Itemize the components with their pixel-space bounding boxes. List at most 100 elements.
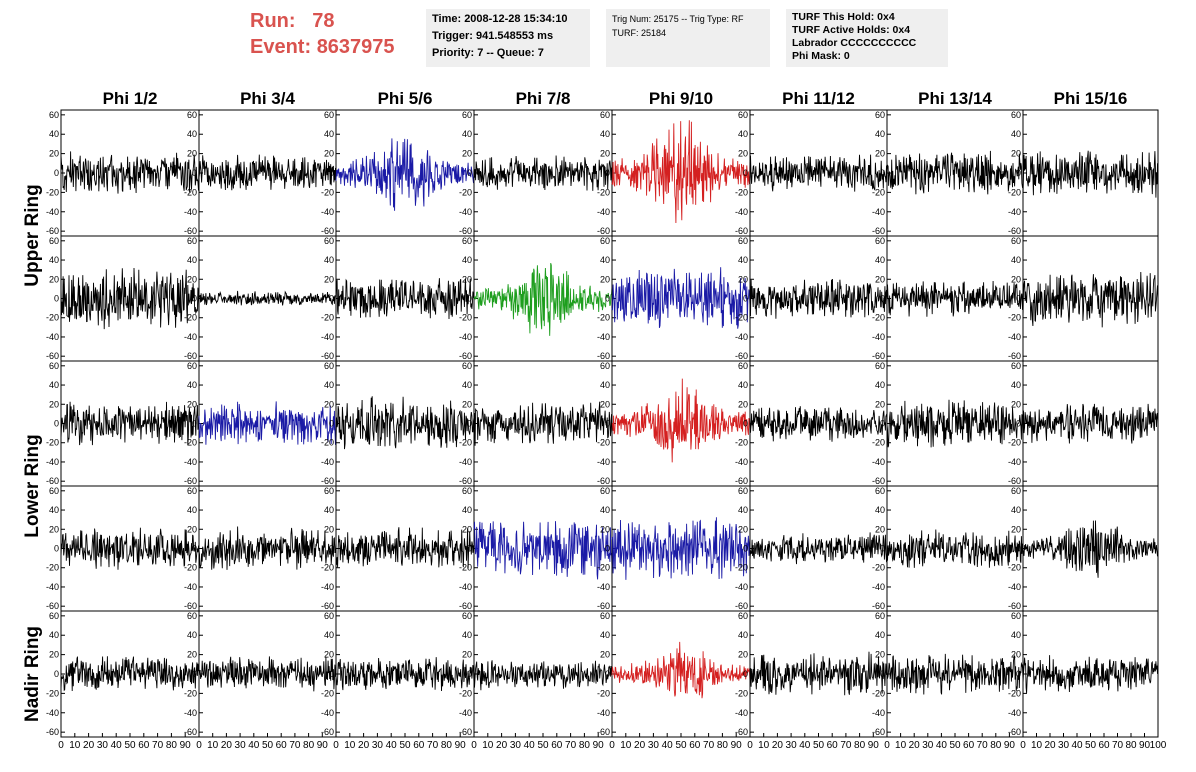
- x-tick-label-c8-30: 30: [1058, 740, 1070, 751]
- y-tick-label-r2-c4-0: 0: [467, 294, 472, 304]
- row-group-label-1: Upper Ring: [22, 184, 43, 286]
- y-tick-label-r4-c7-60: 60: [875, 486, 885, 496]
- y-tick-label-r4-c6--40: -40: [735, 582, 748, 592]
- y-tick-label-r1-c6--40: -40: [735, 207, 748, 217]
- y-tick-label-r4-c7--40: -40: [872, 582, 885, 592]
- y-tick-label-r2-c2-20: 20: [187, 274, 197, 284]
- x-tick-label-c3-30: 30: [372, 740, 384, 751]
- x-tick-label-c7-30: 30: [922, 740, 934, 751]
- y-tick-label-r3-c2-20: 20: [187, 399, 197, 409]
- y-tick-label-r3-c3-20: 20: [324, 399, 334, 409]
- x-tick-label-c5-40: 40: [662, 740, 674, 751]
- x-tick-label-c7-10: 10: [895, 740, 907, 751]
- waveform-trace-r2-c7: [886, 280, 1024, 317]
- y-tick-label-r4-c1-40: 40: [49, 505, 59, 515]
- x-tick-label-c1-80: 80: [166, 740, 178, 751]
- y-tick-label-r1-c6-60: 60: [738, 110, 748, 120]
- y-tick-label-r4-c5--40: -40: [597, 582, 610, 592]
- y-tick-label-r3-c6-40: 40: [738, 380, 748, 390]
- y-tick-label-r2-c7-60: 60: [875, 236, 885, 246]
- y-tick-label-r2-c3--20: -20: [321, 313, 334, 323]
- y-tick-label-r2-c7-0: 0: [880, 294, 885, 304]
- waveform-trace-r3-c1: [60, 401, 200, 446]
- y-tick-label-r1-c5--20: -20: [597, 187, 610, 197]
- y-tick-label-r4-c1-0: 0: [54, 544, 59, 554]
- y-tick-label-r4-c6--20: -20: [735, 563, 748, 573]
- event-value: 8637975: [316, 36, 395, 58]
- y-tick-label-r5-c5--20: -20: [597, 688, 610, 698]
- y-tick-label-r5-c1--20: -20: [46, 688, 59, 698]
- y-tick-label-r2-c8-40: 40: [1011, 255, 1021, 265]
- waveform-trace-r5-c1: [60, 656, 200, 692]
- y-tick-label-r1-c8-40: 40: [1011, 129, 1021, 139]
- y-tick-label-r1-c8-20: 20: [1011, 149, 1021, 159]
- y-tick-label-r1-c1--40: -40: [46, 207, 59, 217]
- y-tick-label-r5-c6--20: -20: [735, 688, 748, 698]
- y-tick-label-r5-c4-40: 40: [462, 630, 472, 640]
- column-header-5: Phi 9/10: [649, 89, 713, 108]
- y-tick-label-r2-c4--40: -40: [459, 332, 472, 342]
- y-tick-label-r3-c2--40: -40: [184, 457, 197, 467]
- y-tick-label-r3-c5-40: 40: [600, 380, 610, 390]
- x-tick-label-c4-10: 10: [482, 740, 494, 751]
- x-tick-label-c3-90: 90: [455, 740, 467, 751]
- y-tick-label-r5-c4--20: -20: [459, 688, 472, 698]
- y-tick-label-r4-c3-40: 40: [324, 505, 334, 515]
- event-label: Event:: [250, 36, 312, 58]
- y-tick-label-r3-c5--60: -60: [597, 476, 610, 486]
- x-tick-label-c8-20: 20: [1044, 740, 1056, 751]
- y-tick-label-r1-c4-40: 40: [462, 129, 472, 139]
- run-row: Run: 78: [250, 8, 395, 34]
- waveform-trace-r1-c2: [198, 154, 337, 191]
- y-tick-label-r3-c8-20: 20: [1011, 399, 1021, 409]
- x-tick-label-c1-50: 50: [124, 740, 136, 751]
- x-tick-label-c7-90: 90: [1004, 740, 1016, 751]
- y-tick-label-r5-c7-20: 20: [875, 650, 885, 660]
- y-tick-label-r1-c2--20: -20: [184, 187, 197, 197]
- y-tick-label-r5-c4-20: 20: [462, 650, 472, 660]
- y-tick-label-r1-c7-40: 40: [875, 129, 885, 139]
- y-tick-label-r1-c5-60: 60: [600, 110, 610, 120]
- waveform-trace-r5-c2: [198, 656, 337, 692]
- y-tick-label-r2-c6-20: 20: [738, 274, 748, 284]
- waveform-trace-r5-c8: [1022, 655, 1159, 694]
- y-tick-label-r4-c4-0: 0: [467, 544, 472, 554]
- y-tick-label-r2-c8--60: -60: [1008, 351, 1021, 361]
- x-tick-label-c7-70: 70: [977, 740, 989, 751]
- y-tick-label-r3-c6--60: -60: [735, 476, 748, 486]
- x-tick-label-c6-80: 80: [854, 740, 866, 751]
- time-info-box: Time: 2008-12-28 15:34:10 Trigger: 941.5…: [426, 9, 590, 67]
- waveform-trace-r1-c6: [749, 154, 888, 192]
- y-tick-label-r5-c2-40: 40: [187, 630, 197, 640]
- y-tick-label-r5-c3--20: -20: [321, 688, 334, 698]
- y-tick-label-r4-c5-60: 60: [600, 486, 610, 496]
- y-tick-label-r2-c5-40: 40: [600, 255, 610, 265]
- y-tick-label-r1-c7--40: -40: [872, 207, 885, 217]
- y-tick-label-r1-c5-40: 40: [600, 129, 610, 139]
- y-tick-label-r5-c5-0: 0: [605, 669, 610, 679]
- y-tick-label-r5-c2--40: -40: [184, 708, 197, 718]
- y-tick-label-r4-c6-20: 20: [738, 524, 748, 534]
- y-tick-label-r5-c1-0: 0: [54, 669, 59, 679]
- column-header-4: Phi 7/8: [516, 89, 571, 108]
- waveform-trace-r3-c8: [1022, 403, 1159, 444]
- y-tick-label-r2-c6--60: -60: [735, 351, 748, 361]
- y-tick-label-r1-c4-60: 60: [462, 110, 472, 120]
- y-tick-label-r4-c1--60: -60: [46, 601, 59, 611]
- x-tick-label-c3-60: 60: [413, 740, 425, 751]
- y-tick-label-r1-c7-20: 20: [875, 149, 885, 159]
- y-tick-label-r5-c6-0: 0: [743, 669, 748, 679]
- y-tick-label-r4-c8--20: -20: [1008, 563, 1021, 573]
- y-tick-label-r3-c7-0: 0: [880, 419, 885, 429]
- y-tick-label-r1-c4--40: -40: [459, 207, 472, 217]
- y-tick-label-r1-c1-60: 60: [49, 110, 59, 120]
- x-tick-label-c2-20: 20: [221, 740, 233, 751]
- y-tick-label-r3-c1-0: 0: [54, 419, 59, 429]
- x-tick-label-c6-70: 70: [840, 740, 852, 751]
- x-tick-label-c7-40: 40: [936, 740, 948, 751]
- x-tick-label-c8-100: 100: [1150, 740, 1167, 751]
- y-tick-label-r4-c1-60: 60: [49, 486, 59, 496]
- y-tick-label-r1-c5--60: -60: [597, 226, 610, 236]
- x-tick-label-c3-50: 50: [399, 740, 411, 751]
- y-tick-label-r1-c5--40: -40: [597, 207, 610, 217]
